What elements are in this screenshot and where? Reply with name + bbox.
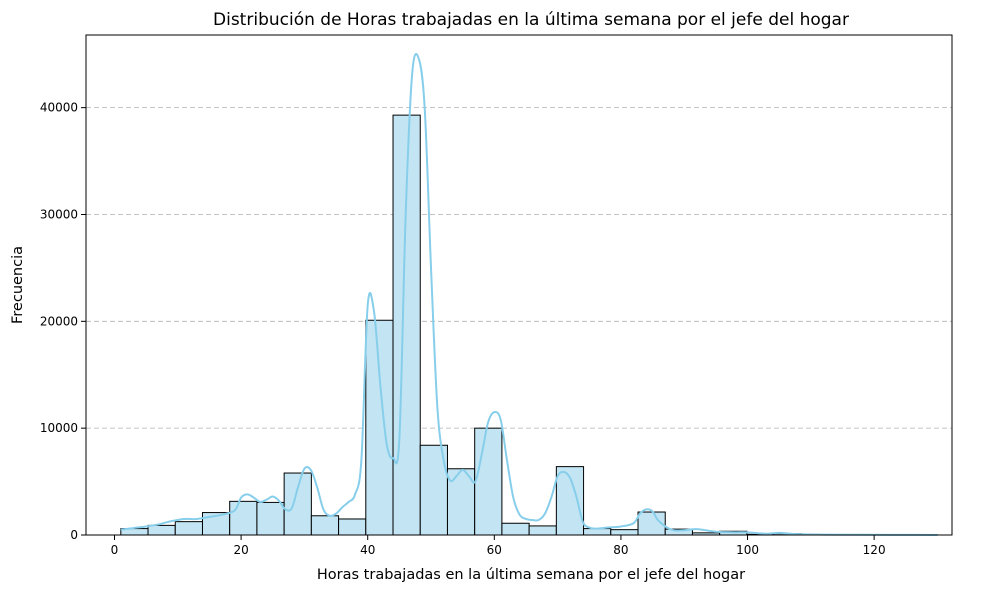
x-tick-label: 40 xyxy=(360,543,375,557)
x-tick-label: 0 xyxy=(111,543,119,557)
histogram-bar xyxy=(147,524,176,536)
y-tick-label: 0 xyxy=(70,528,78,542)
y-tick-label: 10000 xyxy=(40,421,78,435)
grid-lines xyxy=(86,107,952,429)
plot-frame xyxy=(85,34,953,536)
histogram-bar xyxy=(365,319,394,536)
y-axis-ticks: 0 10000 20000 30000 40000 xyxy=(40,101,86,542)
histogram-bar xyxy=(338,518,367,536)
y-tick-label: 40000 xyxy=(40,101,78,115)
histogram-bars xyxy=(120,114,938,536)
x-axis-label: Horas trabajadas en la última semana por… xyxy=(317,567,745,583)
histogram-bar xyxy=(283,472,312,536)
histogram-bar xyxy=(174,521,203,536)
histogram-bar xyxy=(474,427,503,536)
histogram-bar xyxy=(583,528,612,536)
y-tick-label: 20000 xyxy=(40,314,78,328)
y-tick-label: 30000 xyxy=(40,207,78,221)
x-tick-label: 120 xyxy=(863,543,886,557)
chart-title: Distribución de Horas trabajadas en la ú… xyxy=(213,10,849,30)
histogram-bar xyxy=(528,525,557,536)
x-tick-label: 80 xyxy=(613,543,628,557)
histogram-bar xyxy=(229,500,258,536)
histogram-bar xyxy=(610,529,639,536)
x-tick-label: 100 xyxy=(736,543,759,557)
histogram-bar xyxy=(256,501,285,536)
x-tick-label: 60 xyxy=(487,543,502,557)
kde-curve xyxy=(120,52,938,536)
x-axis-ticks: 0 20 40 60 80 100 120 xyxy=(111,535,886,557)
x-tick-label: 20 xyxy=(233,543,248,557)
y-axis-label: Frecuencia xyxy=(10,246,26,324)
histogram-bar xyxy=(310,515,340,536)
histogram-bar xyxy=(501,522,530,536)
